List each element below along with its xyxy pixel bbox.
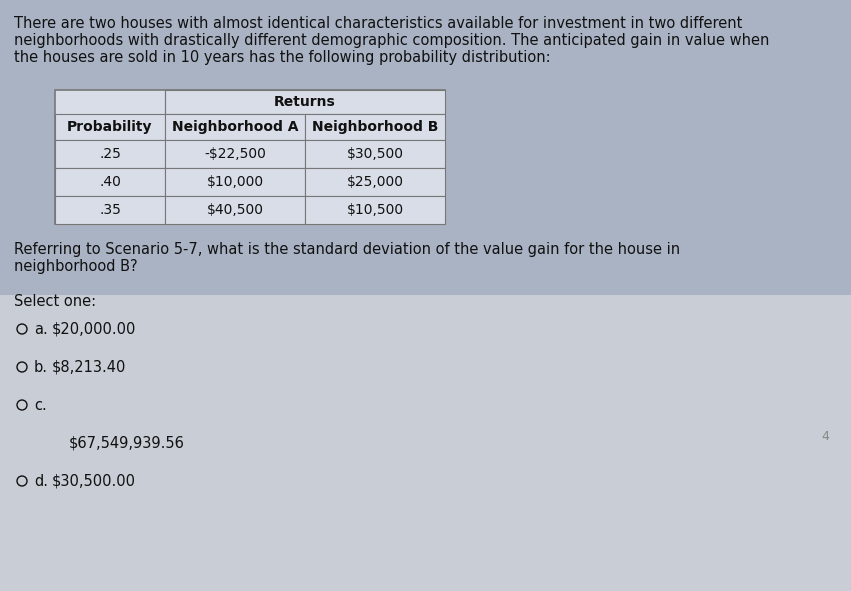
Bar — [55, 90, 445, 224]
Text: neighborhoods with drastically different demographic composition. The anticipate: neighborhoods with drastically different… — [14, 33, 769, 48]
Text: Probability: Probability — [67, 120, 152, 134]
Text: Neighborhood A: Neighborhood A — [172, 120, 298, 134]
Text: Select one:: Select one: — [14, 294, 96, 309]
Text: 4: 4 — [821, 430, 829, 443]
Bar — [305, 114, 445, 140]
Bar — [165, 196, 305, 224]
Text: $10,500: $10,500 — [346, 203, 403, 217]
Bar — [55, 196, 165, 224]
Bar — [165, 140, 305, 168]
Text: d.: d. — [34, 474, 48, 489]
Text: $30,500: $30,500 — [346, 147, 403, 161]
Bar — [305, 196, 445, 224]
Text: $20,000.00: $20,000.00 — [52, 322, 136, 337]
Bar — [305, 140, 445, 168]
Text: Neighborhood B: Neighborhood B — [311, 120, 438, 134]
Text: There are two houses with almost identical characteristics available for investm: There are two houses with almost identic… — [14, 16, 742, 31]
Bar — [165, 168, 305, 196]
Text: neighborhood B?: neighborhood B? — [14, 259, 138, 274]
Bar — [55, 168, 165, 196]
Bar — [55, 140, 165, 168]
Text: $10,000: $10,000 — [207, 175, 264, 189]
Text: $30,500.00: $30,500.00 — [52, 474, 136, 489]
Text: c.: c. — [34, 398, 47, 413]
Bar — [165, 90, 445, 114]
Text: b.: b. — [34, 360, 48, 375]
Bar — [55, 114, 165, 140]
Bar — [305, 168, 445, 196]
Text: .35: .35 — [99, 203, 121, 217]
Bar — [0, 0, 851, 295]
Text: $8,213.40: $8,213.40 — [52, 360, 127, 375]
Text: the houses are sold in 10 years has the following probability distribution:: the houses are sold in 10 years has the … — [14, 50, 551, 65]
Text: -$22,500: -$22,500 — [204, 147, 266, 161]
Text: $25,000: $25,000 — [346, 175, 403, 189]
Text: Returns: Returns — [274, 95, 336, 109]
Text: $40,500: $40,500 — [207, 203, 264, 217]
Bar — [165, 114, 305, 140]
Text: .40: .40 — [99, 175, 121, 189]
Text: .25: .25 — [99, 147, 121, 161]
Bar — [0, 295, 851, 591]
Text: $67,549,939.56: $67,549,939.56 — [69, 436, 185, 451]
Text: a.: a. — [34, 322, 48, 337]
Text: Referring to Scenario 5-7, what is the standard deviation of the value gain for : Referring to Scenario 5-7, what is the s… — [14, 242, 680, 257]
